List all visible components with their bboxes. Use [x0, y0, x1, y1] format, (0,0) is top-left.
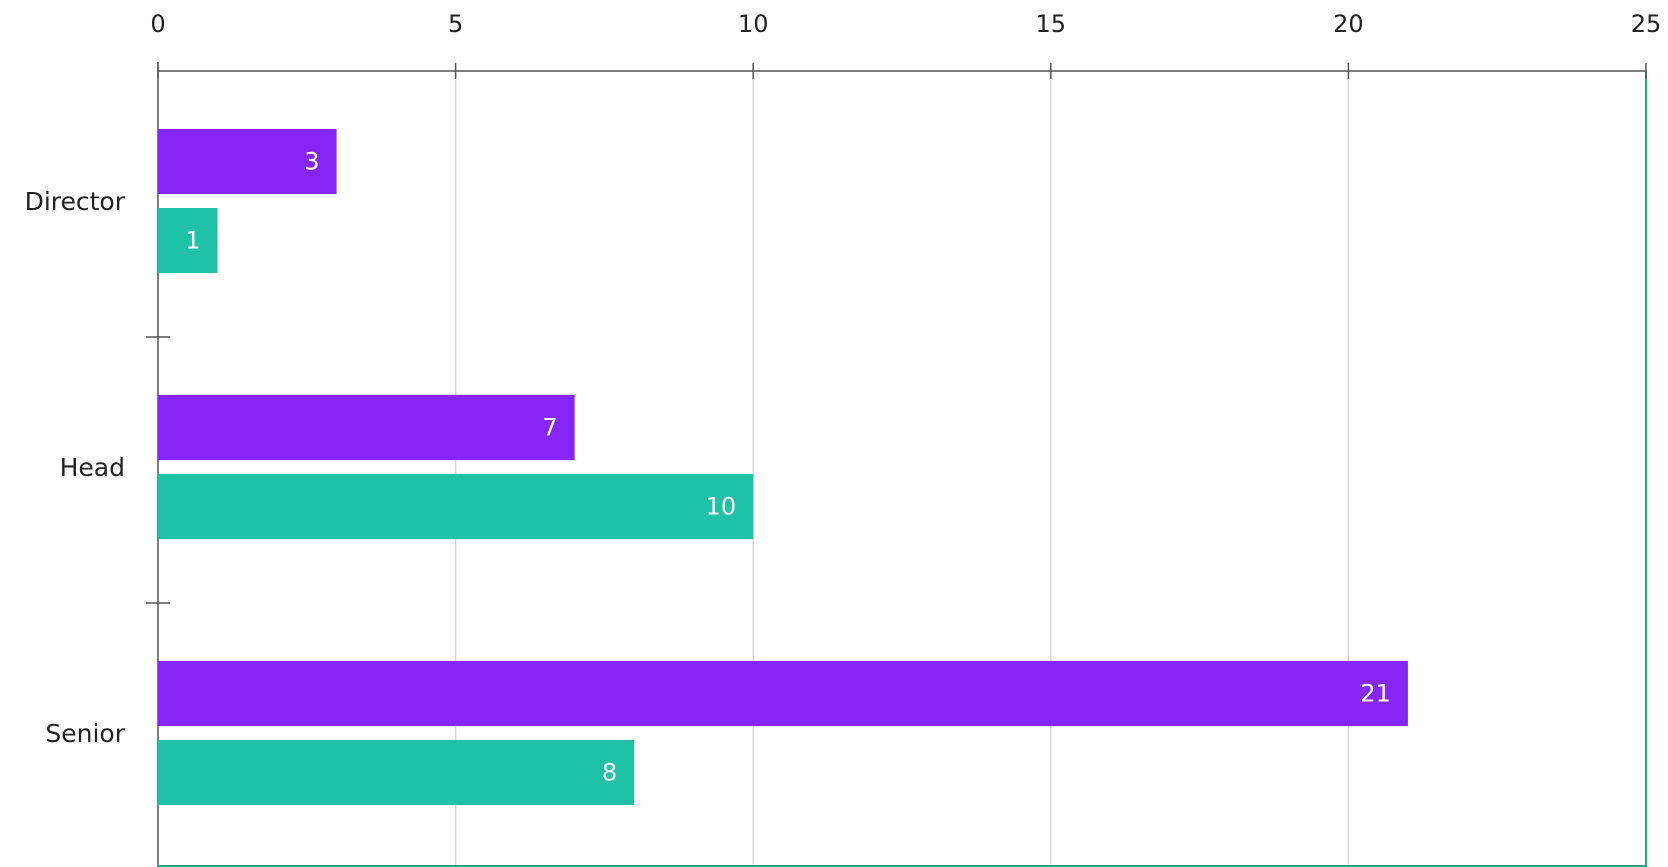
category-label: Director — [25, 187, 126, 216]
bar — [158, 661, 1408, 726]
category-axis: Director Head Senior — [25, 187, 170, 748]
x-ticks: 0 5 10 15 20 25 — [150, 10, 1661, 79]
x-tick-label: 20 — [1333, 10, 1364, 38]
bar — [158, 474, 754, 539]
x-tick-label: 25 — [1631, 10, 1662, 38]
bar — [158, 395, 575, 460]
bar-value-label: 1 — [185, 227, 200, 255]
bar-value-label: 10 — [706, 493, 737, 521]
bar-value-label: 3 — [304, 148, 319, 176]
bar-value-label: 7 — [542, 414, 557, 442]
bar-value-label: 8 — [602, 759, 617, 787]
x-tick-label: 15 — [1036, 10, 1067, 38]
bar — [158, 129, 337, 194]
x-tick-label: 0 — [150, 10, 165, 38]
bar-value-label: 21 — [1360, 680, 1391, 708]
bar — [158, 740, 635, 805]
x-tick-label: 10 — [738, 10, 769, 38]
bars: 3 1 7 10 21 8 — [158, 129, 1408, 805]
axes — [157, 62, 1647, 867]
x-tick-label: 5 — [448, 10, 463, 38]
category-label: Head — [60, 453, 125, 482]
category-label: Senior — [45, 719, 125, 748]
gridlines — [454, 71, 1350, 867]
bar — [158, 208, 218, 273]
